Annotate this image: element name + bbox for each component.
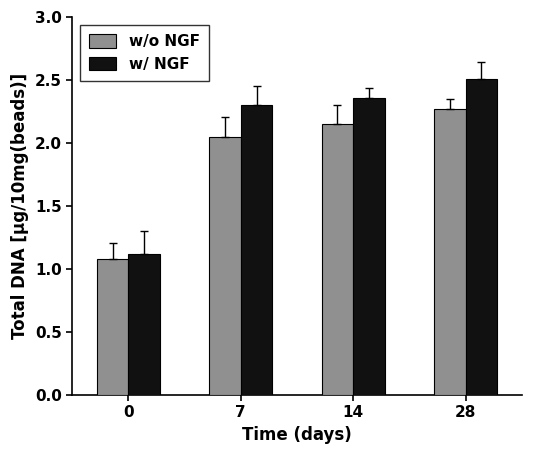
Bar	[322, 124, 353, 395]
Bar	[209, 137, 241, 395]
Legend: w/o NGF, w/ NGF: w/o NGF, w/ NGF	[80, 25, 209, 81]
Bar	[128, 254, 160, 395]
Bar	[241, 105, 272, 395]
Bar	[434, 109, 466, 395]
X-axis label: Time (days): Time (days)	[242, 426, 352, 444]
Y-axis label: Total DNA [μg/10mg(beads)]: Total DNA [μg/10mg(beads)]	[11, 73, 29, 339]
Bar	[466, 79, 497, 395]
Bar	[353, 98, 385, 395]
Bar	[97, 259, 128, 395]
